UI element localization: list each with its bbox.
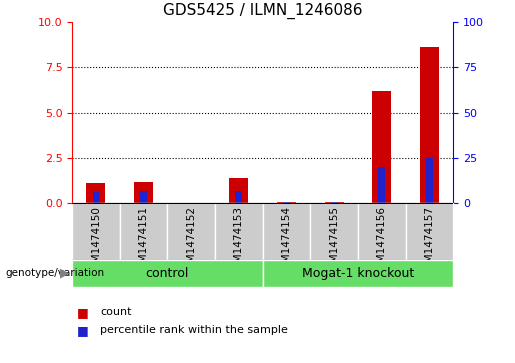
Bar: [87, 183, 106, 203]
Text: Mogat-1 knockout: Mogat-1 knockout: [302, 267, 414, 280]
Text: GSM1474152: GSM1474152: [186, 206, 196, 276]
Bar: [167, 203, 215, 260]
Bar: [215, 203, 263, 260]
Bar: [372, 91, 391, 203]
Text: GSM1474151: GSM1474151: [139, 206, 148, 276]
Bar: [93, 192, 99, 203]
Text: GSM1474157: GSM1474157: [424, 206, 434, 276]
Bar: [379, 167, 385, 203]
Text: ■: ■: [77, 324, 89, 337]
Bar: [235, 191, 242, 203]
Bar: [229, 178, 248, 203]
Bar: [405, 203, 453, 260]
Bar: [263, 260, 453, 287]
Bar: [134, 182, 153, 203]
Text: ■: ■: [77, 306, 89, 319]
Text: genotype/variation: genotype/variation: [5, 268, 104, 278]
Text: count: count: [100, 307, 132, 317]
Text: GSM1474153: GSM1474153: [234, 206, 244, 276]
Bar: [140, 191, 147, 203]
Text: GSM1474155: GSM1474155: [329, 206, 339, 276]
Bar: [263, 203, 310, 260]
Text: GSM1474156: GSM1474156: [377, 206, 387, 276]
Text: GSM1474150: GSM1474150: [91, 206, 101, 276]
Bar: [310, 203, 358, 260]
Text: percentile rank within the sample: percentile rank within the sample: [100, 325, 288, 335]
Text: ▶: ▶: [60, 267, 69, 280]
Bar: [72, 260, 263, 287]
Bar: [420, 47, 439, 203]
Text: control: control: [146, 267, 189, 280]
Bar: [72, 203, 119, 260]
Bar: [426, 158, 433, 203]
Title: GDS5425 / ILMN_1246086: GDS5425 / ILMN_1246086: [163, 3, 363, 19]
Bar: [119, 203, 167, 260]
Bar: [358, 203, 405, 260]
Text: GSM1474154: GSM1474154: [282, 206, 291, 276]
